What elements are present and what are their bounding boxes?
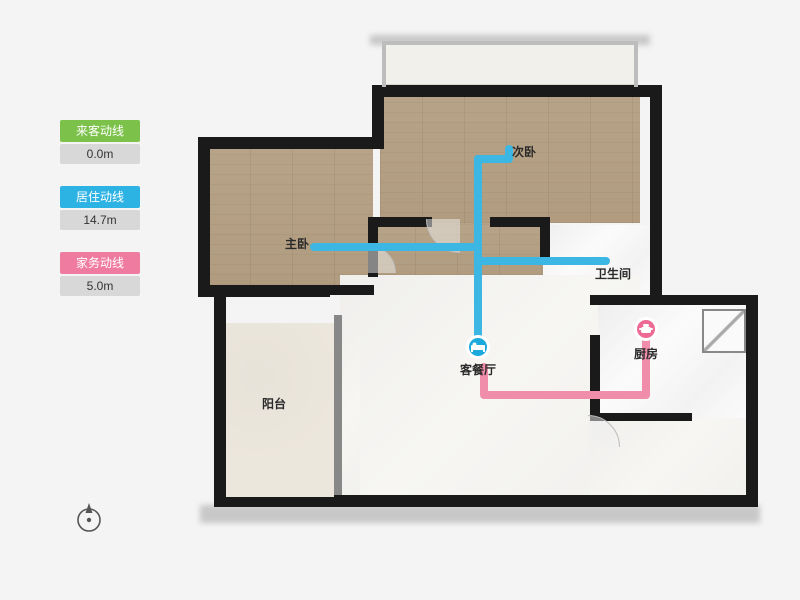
legend-badge-guest: 来客动线 — [60, 120, 140, 142]
living-path-node — [466, 335, 490, 359]
wall — [590, 335, 600, 419]
label-master-bedroom: 主卧 — [285, 235, 309, 252]
wall — [198, 137, 210, 295]
master-bedroom-floor — [208, 147, 373, 285]
living-left-strip — [340, 323, 360, 499]
pot-icon — [639, 323, 653, 335]
living-path — [478, 257, 610, 265]
label-secondary-bedroom: 次卧 — [512, 143, 536, 160]
wall — [590, 295, 758, 305]
living-path — [310, 243, 480, 251]
bed-icon — [471, 342, 485, 352]
wall — [372, 85, 662, 97]
terrace-floor — [385, 43, 635, 85]
legend-item-living: 居住动线 14.7m — [60, 186, 140, 230]
terrace-rail — [384, 41, 636, 45]
floorplan: 次卧 主卧 卫生间 客餐厅 厨房 阳台 — [190, 35, 770, 555]
wall — [650, 85, 662, 301]
chores-path-node — [634, 317, 658, 341]
wall — [214, 295, 226, 505]
legend-value-chores: 5.0m — [60, 276, 140, 296]
chores-path — [642, 333, 650, 399]
legend: 来客动线 0.0m 居住动线 14.7m 家务动线 5.0m — [60, 120, 140, 318]
legend-value-guest: 0.0m — [60, 144, 140, 164]
wall — [214, 497, 340, 507]
terrace-rail — [382, 41, 386, 87]
wall — [540, 217, 550, 261]
wall — [334, 495, 758, 507]
label-kitchen: 厨房 — [634, 345, 658, 362]
living-path — [474, 155, 482, 347]
label-balcony: 阳台 — [262, 395, 286, 412]
wall — [198, 137, 384, 149]
legend-badge-living: 居住动线 — [60, 186, 140, 208]
legend-value-living: 14.7m — [60, 210, 140, 230]
label-living-dining: 客餐厅 — [460, 361, 496, 378]
compass-icon — [72, 500, 106, 539]
legend-badge-chores: 家务动线 — [60, 252, 140, 274]
plan-shadow — [200, 505, 760, 523]
terrace-rail — [634, 41, 638, 87]
wall — [330, 285, 374, 295]
legend-item-chores: 家务动线 5.0m — [60, 252, 140, 296]
wall — [372, 217, 432, 227]
wall — [334, 315, 342, 503]
chores-path — [480, 391, 650, 399]
label-bathroom: 卫生间 — [595, 265, 631, 282]
wall — [746, 297, 758, 507]
legend-item-guest: 来客动线 0.0m — [60, 120, 140, 164]
kitchen-window — [702, 309, 746, 353]
